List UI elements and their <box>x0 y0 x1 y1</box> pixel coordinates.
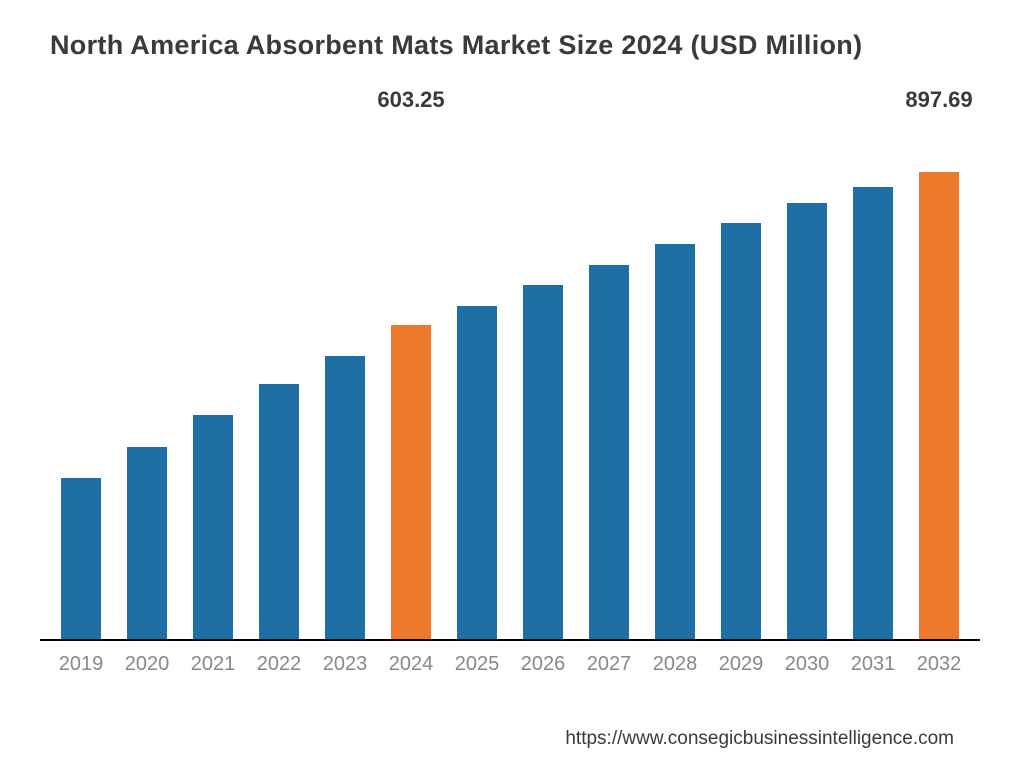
bar-value-label: 603.25 <box>377 87 444 113</box>
bar-2031 <box>853 187 893 639</box>
bar-2030 <box>787 203 827 639</box>
bar-slot <box>48 121 114 639</box>
bars-group: 603.25 <box>40 121 980 639</box>
x-axis-labels: 2019 2020 2021 2022 2023 2024 2025 2026 … <box>40 645 980 681</box>
x-label: 2031 <box>840 653 906 676</box>
bar-2026 <box>523 285 563 639</box>
bar-2023 <box>325 356 365 639</box>
bar-slot <box>246 121 312 639</box>
bar-slot <box>312 121 378 639</box>
bar-slot <box>444 121 510 639</box>
bar-2024 <box>391 325 431 639</box>
bar-2019 <box>61 478 101 639</box>
x-label: 2021 <box>180 653 246 676</box>
bar-value-label: 897.69 <box>905 87 972 113</box>
x-label: 2028 <box>642 653 708 676</box>
x-label: 2019 <box>48 653 114 676</box>
bar-slot <box>840 121 906 639</box>
x-label: 2027 <box>576 653 642 676</box>
bar-slot <box>510 121 576 639</box>
x-label: 2020 <box>114 653 180 676</box>
bar-slot <box>774 121 840 639</box>
x-label: 2022 <box>246 653 312 676</box>
source-url: https://www.consegicbusinessintelligence… <box>565 728 954 750</box>
bar-2029 <box>721 223 761 639</box>
bar-slot <box>642 121 708 639</box>
chart-area: 603.25 <box>40 101 980 681</box>
chart-container: North America Absorbent Mats Market Size… <box>0 0 1024 768</box>
bar-slot: 603.25 <box>378 121 444 639</box>
bar-slot: 897.69 <box>906 121 972 639</box>
x-label: 2025 <box>444 653 510 676</box>
bar-slot <box>708 121 774 639</box>
bar-2022 <box>259 384 299 639</box>
x-label: 2024 <box>378 653 444 676</box>
bar-2032 <box>919 172 959 639</box>
chart-title: North America Absorbent Mats Market Size… <box>40 30 984 61</box>
plot-region: 603.25 <box>40 121 980 641</box>
bar-slot <box>114 121 180 639</box>
x-label: 2026 <box>510 653 576 676</box>
bar-2028 <box>655 244 695 639</box>
bar-slot <box>576 121 642 639</box>
x-label: 2030 <box>774 653 840 676</box>
x-label: 2023 <box>312 653 378 676</box>
bar-slot <box>180 121 246 639</box>
bar-2027 <box>589 265 629 639</box>
x-label: 2032 <box>906 653 972 676</box>
x-label: 2029 <box>708 653 774 676</box>
bar-2021 <box>193 415 233 639</box>
bar-2025 <box>457 306 497 639</box>
bar-2020 <box>127 447 167 639</box>
